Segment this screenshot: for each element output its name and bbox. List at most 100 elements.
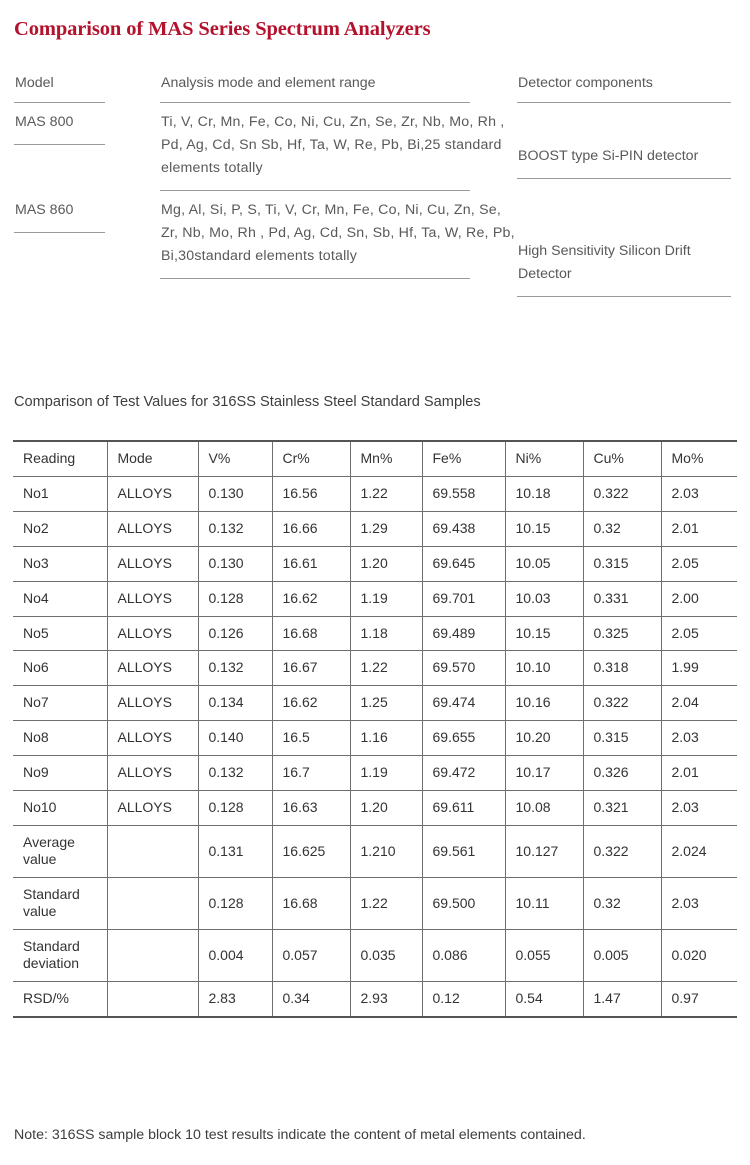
table-cell: 2.03: [660, 475, 737, 512]
spec-header-model-cell: Model: [14, 68, 160, 103]
table-row: No2 ALLOYS 0.132 16.66 1.29 69.438 10.15 0.32 2.…: [13, 510, 737, 547]
table-row: Standard deviation 0.004 0.057 0.035 0.086 0.…: [13, 928, 737, 982]
spec-model-cell: MAS 800: [14, 103, 160, 191]
row-label-cell: No7: [13, 685, 107, 721]
table-cell: 10.10: [504, 650, 583, 686]
spec-range-value: Ti, V, Cr, Mn, Fe, Co, Ni, Cu, Zn, Se, Z…: [161, 114, 505, 176]
table-cell: 1.20: [349, 545, 422, 582]
row-label-cell: RSD/%: [13, 980, 107, 1018]
spec-detector-cell: BOOST type Si-PIN detector: [517, 103, 736, 191]
table-cell: 0.035: [349, 928, 422, 982]
table-cell: 0.057: [271, 928, 350, 982]
table-cell: 0.130: [197, 545, 272, 582]
column-header-cr: Cr%: [271, 439, 350, 477]
table-cell: [106, 824, 198, 878]
table-cell: 1.22: [349, 650, 422, 686]
table-cell: 16.625: [271, 824, 350, 878]
row-label-cell: No6: [13, 650, 107, 686]
rule-range-row2: [160, 278, 470, 279]
table-cell: 0.325: [582, 615, 661, 651]
table-cell: 0.055: [504, 928, 583, 982]
table-cell: 0.322: [582, 824, 661, 878]
table-row: No10 ALLOYS 0.128 16.63 1.20 69.611 10.08 0.321…: [13, 790, 737, 826]
table-cell: 1.20: [349, 790, 422, 826]
spec-range-value: Mg, Al, Si, P, S, Ti, V, Cr, Mn, Fe, Co,…: [161, 202, 515, 264]
spec-header-model-label: Model: [15, 75, 54, 91]
column-header-ni: Ni%: [504, 439, 583, 477]
spec-model-cell: MAS 860: [14, 191, 160, 297]
table-cell: 10.03: [504, 580, 583, 617]
table-cell: 69.655: [421, 720, 505, 756]
table-cell: 69.611: [421, 790, 505, 826]
column-header-mode: Mode: [106, 439, 198, 477]
table-cell: 69.570: [421, 650, 505, 686]
table-cell: 2.05: [660, 545, 737, 582]
table-cell: 16.67: [271, 650, 350, 686]
rule-range: [160, 102, 470, 103]
table-cell: 0.315: [582, 545, 661, 582]
table-cell: 1.22: [349, 475, 422, 512]
table-cell: 0.128: [197, 876, 272, 930]
table-cell: 0.134: [197, 685, 272, 721]
row-label-text: Standard deviation: [23, 937, 80, 972]
table-cell: ALLOYS: [106, 755, 198, 791]
table-cell: 1.25: [349, 685, 422, 721]
rule-detector-row1: [517, 178, 731, 179]
table-cell: 69.500: [421, 876, 505, 930]
table-cell: 1.16: [349, 720, 422, 756]
table-cell: 10.17: [504, 755, 583, 791]
table-cell: 0.321: [582, 790, 661, 826]
spec-detector-value: High Sensitivity Silicon Drift Detector: [518, 243, 691, 282]
table-cell: ALLOYS: [106, 580, 198, 617]
table-cell: 10.15: [504, 510, 583, 547]
rule-model-row2: [14, 232, 105, 233]
table-cell: 2.83: [197, 980, 272, 1018]
table-cell: 0.140: [197, 720, 272, 756]
table-cell: 0.132: [197, 510, 272, 547]
table-cell: 0.086: [421, 928, 505, 982]
table-cell: 16.5: [271, 720, 350, 756]
table-cell: 1.19: [349, 580, 422, 617]
table-cell: 0.132: [197, 650, 272, 686]
table-cell: 0.128: [197, 790, 272, 826]
table-cell: [106, 876, 198, 930]
row-label-cell: No3: [13, 545, 107, 582]
table-cell: 1.29: [349, 510, 422, 547]
row-label-cell: Standard deviation: [13, 928, 107, 982]
table-row: No5 ALLOYS 0.126 16.68 1.18 69.489 10.15 0.325 2…: [13, 615, 737, 651]
table-cell: 0.97: [660, 980, 737, 1018]
page-title: Comparison of MAS Series Spectrum Analyz…: [14, 18, 431, 40]
table-cell: 0.020: [660, 928, 737, 982]
rule-detector: [517, 102, 731, 103]
spec-header-row: Model Analysis mode and element range De…: [14, 68, 736, 103]
row-label-cell: No2: [13, 510, 107, 547]
table-cell: 10.15: [504, 615, 583, 651]
row-label-cell: No4: [13, 580, 107, 617]
table-row: No1 ALLOYS 0.130 16.56 1.22 69.558 10.18 0.322 2…: [13, 475, 737, 512]
data-table-caption: Comparison of Test Values for 316SS Stai…: [14, 394, 481, 410]
table-cell: 0.326: [582, 755, 661, 791]
column-header-mo: Mo%: [660, 439, 737, 477]
table-cell: ALLOYS: [106, 475, 198, 512]
test-values-body: Reading Mode V% Cr% Mn% Fe% Ni% Cu% Mo% No1 ALLOYS…: [13, 439, 737, 1018]
table-cell: 10.16: [504, 685, 583, 721]
table-cell: 69.701: [421, 580, 505, 617]
table-header-row: Reading Mode V% Cr% Mn% Fe% Ni% Cu% Mo%: [13, 439, 737, 477]
table-cell: 0.12: [421, 980, 505, 1018]
table-row: No9 ALLOYS 0.132 16.7 1.19 69.472 10.17 0.326 2.…: [13, 755, 737, 791]
table-cell: [106, 980, 198, 1018]
column-header-fe: Fe%: [421, 439, 505, 477]
table-cell: ALLOYS: [106, 545, 198, 582]
test-values-table: Reading Mode V% Cr% Mn% Fe% Ni% Cu% Mo% No1 ALLOYS…: [13, 439, 737, 1018]
row-label-text: Standard value: [23, 885, 80, 920]
row-label-cell: No1: [13, 475, 107, 512]
table-cell: ALLOYS: [106, 615, 198, 651]
table-cell: 2.03: [660, 790, 737, 826]
table-cell: 2.04: [660, 685, 737, 721]
table-row: No4 ALLOYS 0.128 16.62 1.19 69.701 10.03 0.331 2…: [13, 580, 737, 617]
spec-model-value: MAS 860: [15, 202, 74, 218]
table-cell: 0.128: [197, 580, 272, 617]
row-label-cell: No9: [13, 755, 107, 791]
spec-range-cell: Ti, V, Cr, Mn, Fe, Co, Ni, Cu, Zn, Se, Z…: [160, 103, 517, 191]
table-cell: 0.322: [582, 475, 661, 512]
